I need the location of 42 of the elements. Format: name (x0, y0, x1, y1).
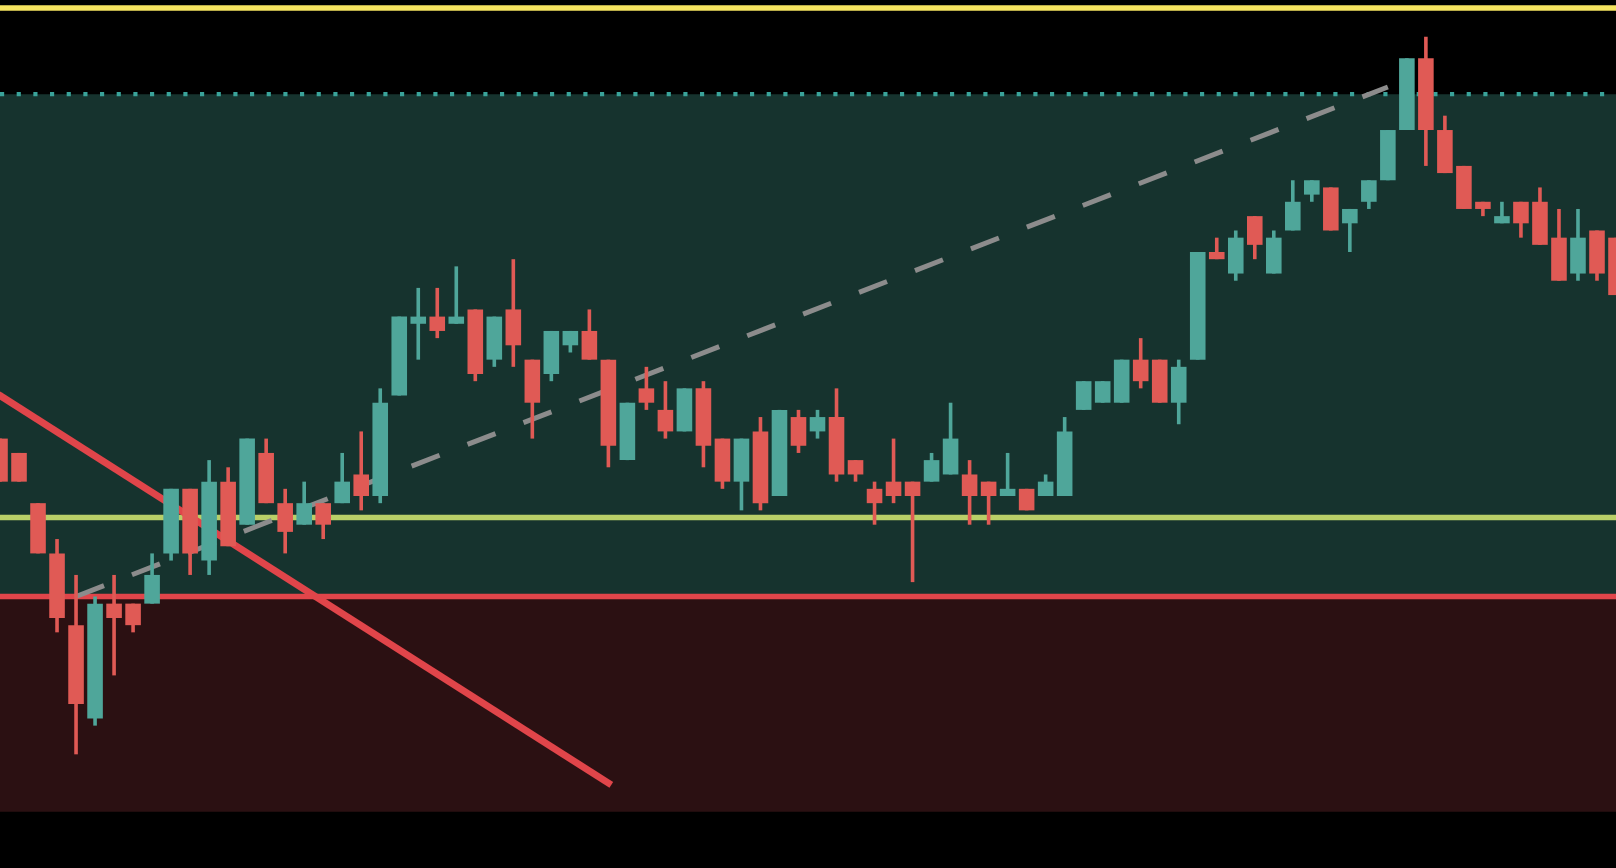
candlestick (1285, 178, 1301, 233)
candlestick (866, 479, 883, 527)
candlestick (1265, 228, 1282, 276)
candlestick (1570, 207, 1586, 283)
candlestick (1113, 357, 1130, 405)
candlestick (638, 365, 655, 412)
candlestick (657, 379, 674, 441)
candlestick (581, 307, 598, 362)
candlestick (1227, 228, 1244, 283)
candlestick (714, 436, 731, 491)
candlestick (885, 436, 902, 505)
candlestick (353, 429, 370, 513)
candlestick (847, 458, 864, 484)
candlestick (144, 551, 160, 606)
candlestick (790, 408, 807, 455)
candlestick (1075, 379, 1092, 412)
candlestick (923, 451, 940, 484)
candlestick (904, 479, 921, 584)
candlestick (1094, 379, 1111, 405)
candlestick (334, 451, 351, 505)
candlestick (942, 400, 959, 477)
candlestick (980, 479, 997, 527)
candlestick (277, 487, 293, 556)
candlestick (809, 408, 826, 441)
candlestick (1170, 357, 1187, 427)
candlestick (486, 314, 503, 369)
candlestick (1304, 178, 1320, 204)
candlestick (524, 357, 541, 441)
candlestick (448, 264, 465, 326)
candlestick (733, 436, 750, 513)
candlestick (999, 451, 1016, 498)
candlestick (1246, 214, 1263, 261)
candlestick (1361, 178, 1377, 211)
candlestick (1342, 207, 1358, 254)
candlestick (961, 458, 978, 527)
candlestick (1323, 185, 1339, 233)
candlestick (543, 329, 560, 383)
candlestick (429, 286, 446, 340)
candlestick (676, 386, 693, 434)
candlestick (296, 479, 312, 527)
candlestick (505, 257, 522, 369)
candlestick (315, 501, 331, 541)
